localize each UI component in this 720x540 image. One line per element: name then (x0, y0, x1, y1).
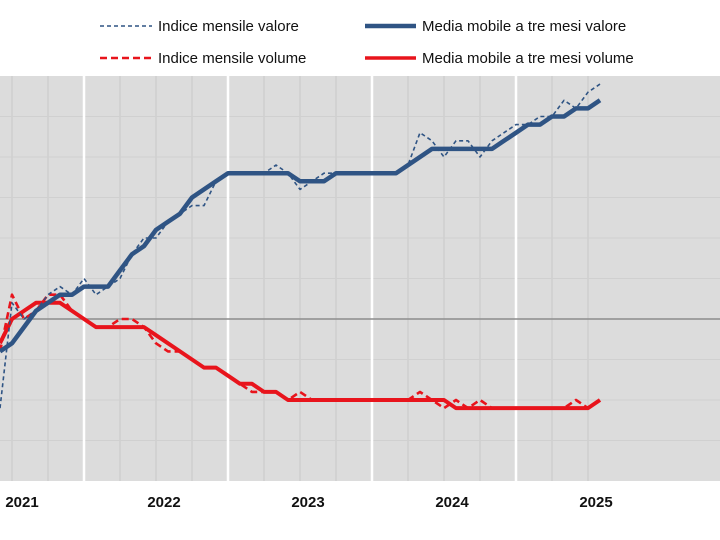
x-axis-ticks: 2021 2022 2023 2024 2025 (5, 494, 612, 511)
year-gridlines (82, 76, 518, 481)
series-line-media-mobile-a-tre-mesi-valore (0, 98, 602, 354)
x-tick-label: 2025 (579, 494, 612, 511)
series-line-indice-mensile-valore (0, 83, 601, 409)
legend-label: Indice mensile volume (158, 50, 306, 67)
legend-item-media-mobile-valore: Media mobile a tre mesi valore (365, 18, 626, 35)
x-tick-label: 2022 (147, 494, 180, 511)
legend-item-indice-mensile-valore: Indice mensile valore (100, 18, 299, 35)
legend-item-media-mobile-volume: Media mobile a tre mesi volume (365, 50, 634, 67)
minor-gridlines (0, 76, 720, 481)
x-tick-label: 2023 (291, 494, 324, 511)
legend-item-indice-mensile-volume: Indice mensile volume (100, 50, 306, 67)
legend-label: Indice mensile valore (158, 18, 299, 35)
series-layer (0, 83, 602, 411)
legend-label: Media mobile a tre mesi valore (422, 18, 626, 35)
x-tick-label: 2021 (5, 494, 38, 511)
series-line-media-mobile-a-tre-mesi-volume (0, 300, 602, 411)
x-tick-label: 2024 (435, 494, 469, 511)
legend: Indice mensile valore Media mobile a tre… (100, 18, 634, 67)
legend-label: Media mobile a tre mesi volume (422, 50, 634, 67)
